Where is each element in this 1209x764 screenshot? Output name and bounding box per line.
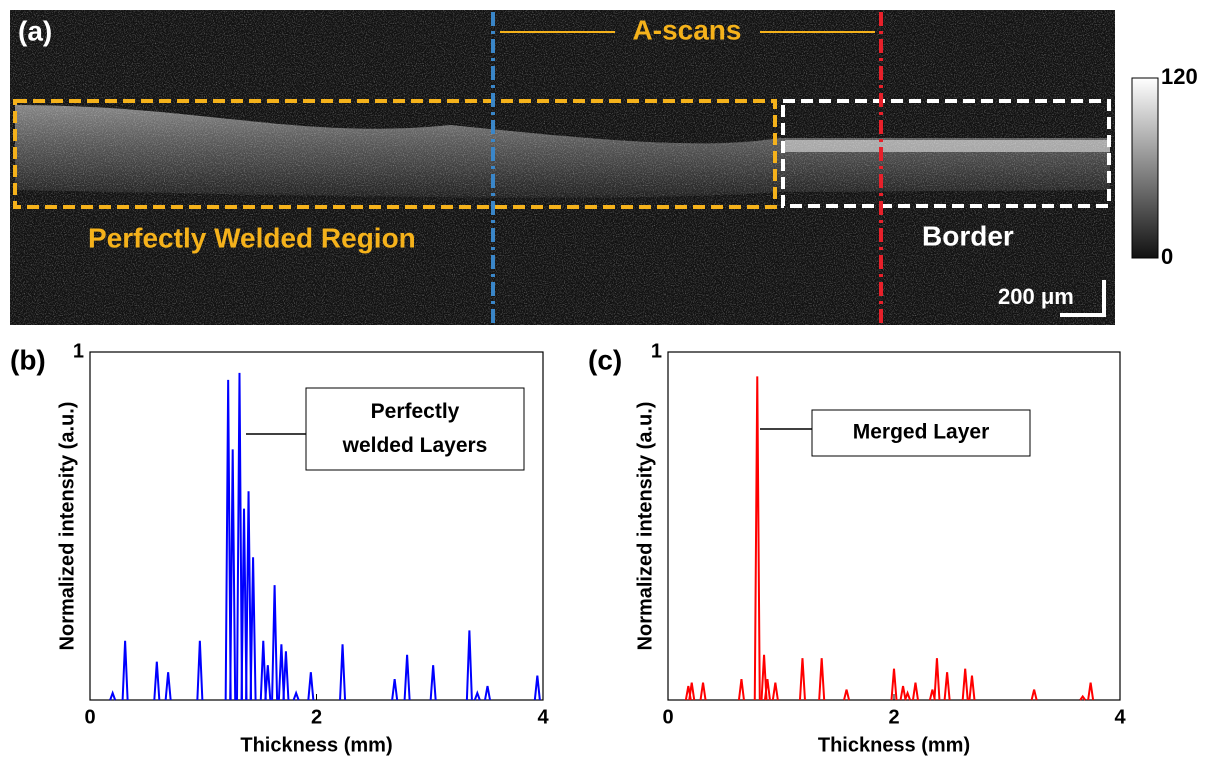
speckle bbox=[10, 10, 1115, 325]
spike bbox=[771, 682, 779, 701]
y-axis-label: Normalized intensity (a.u.) bbox=[56, 402, 78, 651]
spike bbox=[249, 557, 257, 701]
spike bbox=[1030, 689, 1038, 701]
spike bbox=[271, 585, 279, 701]
x-tick-label: 0 bbox=[662, 706, 673, 728]
spike bbox=[196, 640, 204, 701]
spike bbox=[904, 690, 912, 701]
spike bbox=[164, 672, 172, 701]
spike bbox=[109, 690, 117, 701]
scale-bar-label: 200 μm bbox=[998, 284, 1074, 309]
spike bbox=[259, 640, 267, 701]
colorbar-label: 120 bbox=[1161, 64, 1198, 89]
border-label: Border bbox=[922, 220, 1014, 251]
spike bbox=[737, 679, 745, 701]
spike bbox=[763, 679, 771, 701]
spike bbox=[391, 679, 399, 701]
x-tick-label: 4 bbox=[537, 706, 549, 728]
border-box bbox=[781, 99, 1111, 208]
spike bbox=[961, 668, 969, 701]
spike bbox=[240, 508, 248, 701]
annotation-line: Perfectly bbox=[371, 400, 460, 423]
spike bbox=[484, 685, 491, 701]
spike bbox=[1087, 682, 1095, 701]
panel-label: (c) bbox=[588, 344, 622, 375]
x-tick-label: 2 bbox=[311, 706, 322, 728]
spike bbox=[890, 668, 898, 701]
spike bbox=[760, 654, 768, 701]
colorbar bbox=[1131, 77, 1159, 259]
x-tick-label: 4 bbox=[1114, 706, 1126, 728]
spike bbox=[899, 685, 907, 701]
panel-label: (b) bbox=[10, 344, 46, 375]
spike bbox=[307, 672, 315, 701]
spike bbox=[264, 665, 272, 701]
x-tick-label: 0 bbox=[84, 706, 95, 728]
annotation-box bbox=[305, 387, 525, 471]
spike bbox=[911, 682, 919, 701]
spike bbox=[798, 658, 806, 701]
spike bbox=[753, 376, 761, 701]
spike bbox=[339, 644, 347, 701]
spike bbox=[688, 682, 696, 701]
spike bbox=[235, 372, 243, 701]
spike bbox=[224, 379, 232, 701]
colorbar-label: 0 bbox=[1161, 244, 1173, 269]
plot-frame bbox=[667, 351, 1121, 701]
spike bbox=[843, 689, 851, 701]
spike bbox=[1079, 694, 1087, 701]
spike bbox=[153, 661, 161, 701]
x-axis-label: Thickness (mm) bbox=[818, 734, 970, 756]
spike bbox=[943, 672, 951, 701]
spike bbox=[229, 449, 237, 701]
annotation: Merged Layer bbox=[853, 421, 990, 444]
spike bbox=[968, 675, 976, 701]
oct-image bbox=[10, 10, 1115, 325]
spike bbox=[282, 651, 290, 701]
x-tick-label: 2 bbox=[888, 706, 899, 728]
panel-label: (a) bbox=[18, 15, 52, 46]
annotation-line: welded Layers bbox=[342, 434, 488, 457]
scale-bar bbox=[1060, 280, 1106, 317]
region-box bbox=[13, 99, 777, 209]
spike bbox=[403, 654, 411, 701]
spike bbox=[533, 675, 541, 701]
spike bbox=[473, 690, 481, 701]
annotation: Perfectly welded Layers bbox=[342, 400, 488, 457]
spike bbox=[429, 665, 437, 701]
spike bbox=[465, 630, 473, 701]
spike bbox=[121, 640, 129, 701]
y-tick-label: 1 bbox=[651, 340, 662, 362]
y-axis-label: Normalized intensity (a.u.) bbox=[634, 402, 656, 651]
y-tick-label: 1 bbox=[73, 340, 84, 362]
annotation-box bbox=[811, 409, 1031, 457]
a-scans-label: A-scans bbox=[633, 14, 742, 45]
spike bbox=[818, 658, 826, 701]
x-axis-label: Thickness (mm) bbox=[240, 734, 392, 756]
region-label: Perfectly Welded Region bbox=[88, 222, 416, 253]
spike bbox=[292, 690, 300, 701]
spike bbox=[277, 644, 285, 701]
spike bbox=[933, 658, 941, 701]
spike bbox=[699, 682, 707, 701]
spike bbox=[245, 491, 253, 701]
